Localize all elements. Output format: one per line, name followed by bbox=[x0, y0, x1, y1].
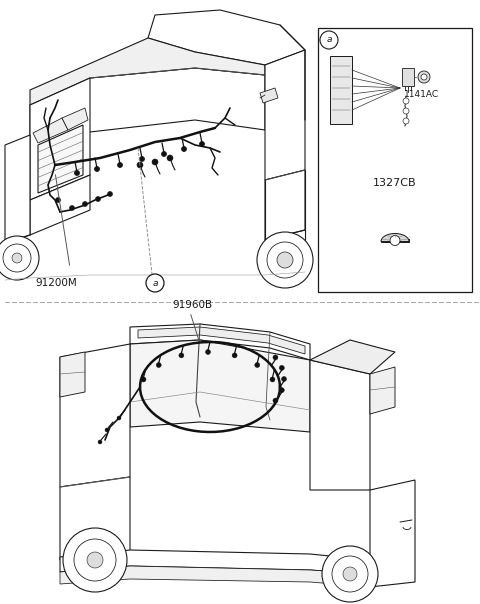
Polygon shape bbox=[148, 10, 305, 65]
Polygon shape bbox=[310, 360, 370, 490]
Bar bbox=[330, 56, 352, 124]
Circle shape bbox=[156, 362, 161, 367]
Circle shape bbox=[74, 539, 116, 581]
Polygon shape bbox=[130, 324, 310, 360]
Polygon shape bbox=[60, 344, 130, 487]
Circle shape bbox=[12, 253, 22, 263]
Polygon shape bbox=[33, 118, 68, 143]
Bar bbox=[318, 28, 472, 292]
Circle shape bbox=[403, 98, 409, 104]
Polygon shape bbox=[30, 38, 265, 105]
Circle shape bbox=[403, 118, 409, 124]
Polygon shape bbox=[60, 566, 370, 587]
Circle shape bbox=[205, 350, 211, 355]
Circle shape bbox=[281, 376, 287, 382]
Circle shape bbox=[255, 362, 260, 367]
Polygon shape bbox=[30, 175, 90, 235]
Circle shape bbox=[87, 552, 103, 568]
Circle shape bbox=[108, 191, 112, 196]
Polygon shape bbox=[138, 327, 305, 354]
Circle shape bbox=[200, 141, 204, 147]
Text: a: a bbox=[152, 278, 158, 288]
Polygon shape bbox=[381, 234, 409, 242]
Circle shape bbox=[141, 377, 146, 382]
Circle shape bbox=[257, 232, 313, 288]
Circle shape bbox=[161, 152, 167, 156]
Circle shape bbox=[273, 398, 278, 403]
Circle shape bbox=[418, 71, 430, 83]
Circle shape bbox=[140, 156, 144, 161]
Polygon shape bbox=[260, 88, 278, 103]
Circle shape bbox=[390, 236, 400, 245]
Polygon shape bbox=[60, 477, 130, 560]
Circle shape bbox=[117, 416, 121, 420]
Circle shape bbox=[232, 353, 237, 358]
Circle shape bbox=[74, 170, 80, 176]
Circle shape bbox=[0, 236, 39, 280]
Circle shape bbox=[273, 355, 278, 360]
Circle shape bbox=[181, 147, 187, 152]
Circle shape bbox=[421, 74, 427, 80]
Polygon shape bbox=[30, 78, 90, 200]
Circle shape bbox=[403, 108, 409, 114]
Circle shape bbox=[83, 202, 87, 207]
Polygon shape bbox=[60, 352, 85, 397]
Circle shape bbox=[267, 242, 303, 278]
Circle shape bbox=[105, 428, 109, 432]
Polygon shape bbox=[38, 125, 83, 193]
Text: 1327CB: 1327CB bbox=[373, 179, 417, 188]
Circle shape bbox=[70, 205, 74, 211]
Circle shape bbox=[167, 155, 173, 161]
Circle shape bbox=[279, 388, 284, 393]
Bar bbox=[402, 68, 414, 86]
Circle shape bbox=[343, 567, 357, 581]
Circle shape bbox=[279, 365, 284, 370]
Text: 91960B: 91960B bbox=[172, 300, 212, 310]
Text: a: a bbox=[326, 36, 332, 45]
Polygon shape bbox=[265, 170, 305, 240]
Polygon shape bbox=[30, 68, 265, 158]
Circle shape bbox=[137, 162, 143, 168]
Circle shape bbox=[96, 196, 100, 202]
Circle shape bbox=[118, 162, 122, 167]
Polygon shape bbox=[310, 340, 395, 374]
Circle shape bbox=[98, 440, 102, 444]
Polygon shape bbox=[60, 550, 370, 574]
Polygon shape bbox=[130, 340, 310, 432]
Circle shape bbox=[277, 252, 293, 268]
Circle shape bbox=[3, 244, 31, 272]
Text: 1141AC: 1141AC bbox=[405, 90, 440, 99]
Circle shape bbox=[146, 274, 164, 292]
Polygon shape bbox=[5, 135, 30, 243]
Text: 91200M: 91200M bbox=[35, 278, 77, 288]
Circle shape bbox=[56, 198, 60, 202]
Circle shape bbox=[152, 159, 158, 165]
Circle shape bbox=[63, 528, 127, 592]
Circle shape bbox=[179, 353, 184, 358]
Circle shape bbox=[95, 167, 99, 172]
Polygon shape bbox=[370, 367, 395, 414]
Polygon shape bbox=[265, 50, 305, 180]
Circle shape bbox=[322, 546, 378, 602]
Circle shape bbox=[320, 31, 338, 49]
Polygon shape bbox=[370, 480, 415, 587]
Polygon shape bbox=[381, 239, 409, 242]
Circle shape bbox=[332, 556, 368, 592]
Circle shape bbox=[270, 377, 275, 382]
Polygon shape bbox=[62, 108, 88, 130]
